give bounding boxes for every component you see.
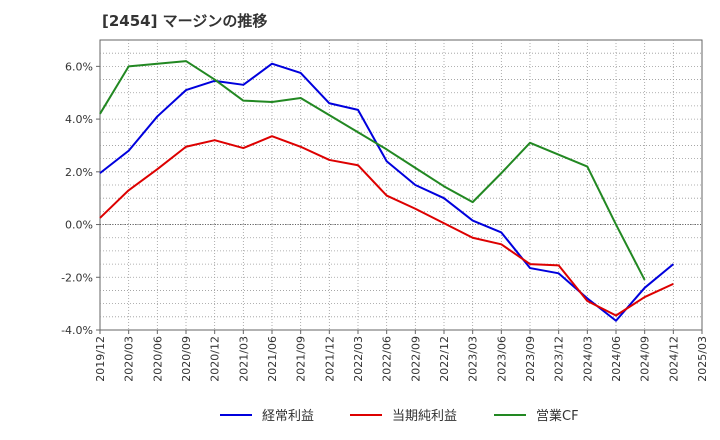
x-tick-label: 2024/09 <box>639 336 652 382</box>
series-line-3 <box>99 60 646 281</box>
series-line-2 <box>99 135 674 317</box>
x-tick-label: 2022/06 <box>381 336 394 382</box>
x-tick-label: 2023/12 <box>553 336 566 382</box>
x-tick-label: 2024/12 <box>667 336 680 382</box>
y-tick-label: -4.0% <box>61 324 93 337</box>
y-tick-label: 0.0% <box>65 219 93 232</box>
y-tick-label: 4.0% <box>65 113 93 126</box>
series-lines <box>99 60 674 322</box>
x-tick-label: 2019/12 <box>94 336 107 382</box>
x-tick-label: 2021/06 <box>266 336 279 382</box>
y-tick-label: 6.0% <box>65 60 93 73</box>
x-axis-ticks: 2019/12 2020/03 2020/06 2020/09 2020/12 2021/… <box>94 330 709 382</box>
x-tick-label: 2022/03 <box>352 336 365 382</box>
x-tick-label: 2021/12 <box>323 336 336 382</box>
y-axis-ticks: -4.0% -2.0% 0.0% 2.0% 4.0% 6.0% <box>61 60 100 337</box>
x-tick-label: 2020/09 <box>180 336 193 382</box>
x-tick-label: 2025/03 <box>696 336 709 382</box>
y-tick-label: -2.0% <box>61 271 93 284</box>
legend-label: 当期純利益 <box>392 409 457 424</box>
x-tick-label: 2024/06 <box>610 336 623 382</box>
x-tick-label: 2020/06 <box>151 336 164 382</box>
x-tick-label: 2020/12 <box>209 336 222 382</box>
x-tick-label: 2023/09 <box>524 336 537 382</box>
y-tick-label: 2.0% <box>65 166 93 179</box>
x-tick-label: 2021/09 <box>295 336 308 382</box>
x-tick-label: 2023/06 <box>495 336 508 382</box>
legend: 経常利益 当期純利益 営業CF <box>220 408 579 424</box>
chart-title: [2454] マージンの推移 <box>102 12 268 30</box>
x-tick-label: 2022/12 <box>438 336 451 382</box>
legend-label: 営業CF <box>536 408 579 424</box>
x-tick-label: 2020/03 <box>123 336 136 382</box>
grid-lines <box>100 40 702 330</box>
x-tick-label: 2023/03 <box>467 336 480 382</box>
x-tick-label: 2021/03 <box>237 336 250 382</box>
x-tick-label: 2022/09 <box>409 336 422 382</box>
x-tick-label: 2024/03 <box>581 336 594 382</box>
legend-label: 経常利益 <box>262 409 314 424</box>
